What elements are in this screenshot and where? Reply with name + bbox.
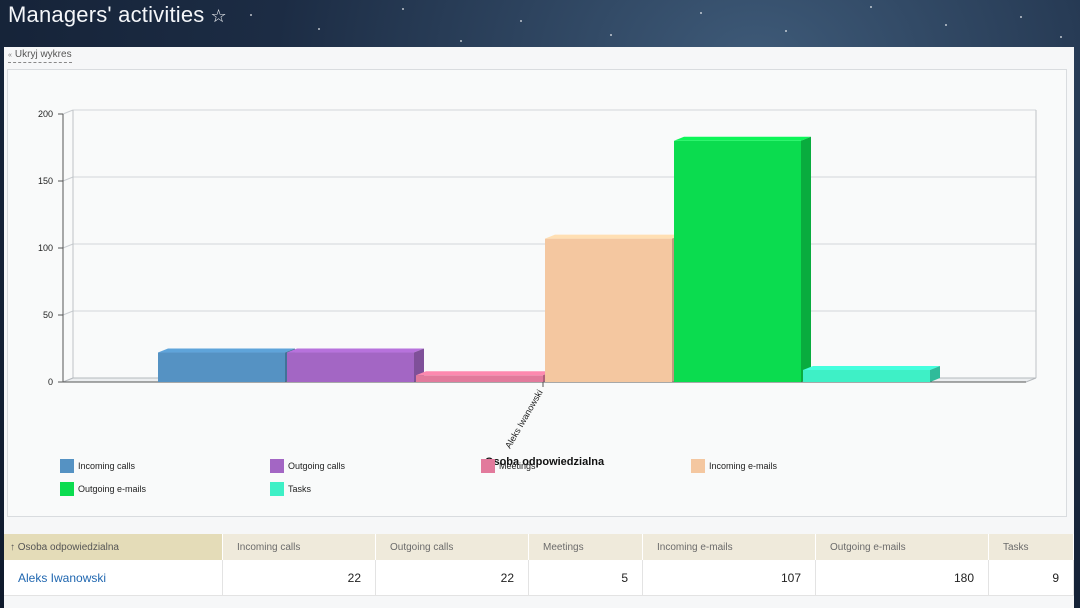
bar-front bbox=[287, 352, 414, 382]
legend-item[interactable]: Incoming e-mails bbox=[691, 459, 777, 473]
bar-top bbox=[416, 371, 553, 376]
cell-outgoing-emails: 180 bbox=[815, 560, 989, 596]
legend-item[interactable]: Incoming calls bbox=[60, 459, 135, 473]
grid-line-diag bbox=[62, 243, 74, 249]
page-title-text: Managers' activities bbox=[8, 2, 205, 27]
legend-item[interactable]: Tasks bbox=[270, 482, 311, 496]
bar-chart: 0 50 100 150 200 Aleks Iwanowski Osoba odpowie… bbox=[38, 109, 1037, 468]
bar-front bbox=[674, 140, 801, 382]
bar-front bbox=[416, 375, 543, 382]
legend-label: Incoming calls bbox=[78, 461, 136, 471]
column-header-tasks[interactable]: Tasks bbox=[988, 534, 1074, 560]
grid-line-diag bbox=[62, 310, 74, 316]
legend-swatch bbox=[60, 482, 74, 496]
bar-front bbox=[545, 238, 672, 382]
hide-chart-label: Ukryj wykres bbox=[14, 49, 72, 60]
cell-tasks: 9 bbox=[988, 560, 1074, 596]
cell-incoming-calls: 22 bbox=[222, 560, 376, 596]
grid-line-diag bbox=[62, 176, 74, 182]
star-outline-icon[interactable]: ☆ bbox=[210, 6, 227, 26]
bar-front bbox=[158, 352, 285, 382]
cell-outgoing-calls: 22 bbox=[375, 560, 529, 596]
y-tick-label: 100 bbox=[38, 243, 53, 253]
legend-swatch bbox=[270, 459, 284, 473]
legend-label: Tasks bbox=[288, 484, 312, 494]
column-header-person[interactable]: ↑ Osoba odpowiedzialna bbox=[4, 534, 223, 560]
legend-item[interactable]: Outgoing e-mails bbox=[60, 482, 146, 496]
bar-top bbox=[803, 365, 940, 370]
bar-top bbox=[545, 234, 682, 239]
cell-meetings: 5 bbox=[528, 560, 643, 596]
table-row: Aleks Iwanowski 22 22 5 107 180 9 bbox=[4, 560, 1074, 596]
person-link[interactable]: Aleks Iwanowski bbox=[4, 560, 223, 596]
column-header-incoming-emails[interactable]: Incoming e-mails bbox=[642, 534, 816, 560]
sort-asc-icon: ↑ bbox=[10, 541, 15, 553]
collapse-arrow-icon: « bbox=[8, 52, 12, 59]
page-title: Managers' activities ☆ bbox=[8, 2, 227, 28]
bar-front bbox=[803, 369, 930, 382]
y-tick-label: 150 bbox=[38, 176, 53, 186]
column-header-incoming-calls[interactable]: Incoming calls bbox=[222, 534, 376, 560]
legend-swatch bbox=[270, 482, 284, 496]
table-header-row: ↑ Osoba odpowiedzialna Incoming calls Ou… bbox=[4, 534, 1074, 560]
bar-top bbox=[674, 136, 811, 141]
grid-line-diag bbox=[62, 109, 74, 115]
legend-swatch bbox=[60, 459, 74, 473]
hide-chart-toggle[interactable]: «Ukryj wykres bbox=[8, 49, 72, 63]
content-panel: «Ukryj wykres 0 50 100 150 200 Aleks Iwanowsk… bbox=[4, 47, 1074, 608]
bar-side bbox=[801, 136, 811, 382]
column-header-meetings[interactable]: Meetings bbox=[528, 534, 643, 560]
x-axis-title: Osoba odpowiedzialna bbox=[485, 456, 605, 468]
y-tick-label: 200 bbox=[38, 109, 53, 119]
y-tick-label: 50 bbox=[43, 310, 53, 320]
column-header-outgoing-calls[interactable]: Outgoing calls bbox=[375, 534, 529, 560]
legend-label: Incoming e-mails bbox=[709, 461, 778, 471]
activities-table: ↑ Osoba odpowiedzialna Incoming calls Ou… bbox=[4, 534, 1074, 596]
legend-label: Outgoing e-mails bbox=[78, 484, 147, 494]
legend-item[interactable]: Meetings bbox=[481, 459, 536, 473]
chart-container: 0 50 100 150 200 Aleks Iwanowski Osoba odpowie… bbox=[7, 69, 1067, 517]
legend-label: Meetings bbox=[499, 461, 536, 471]
legend-swatch bbox=[481, 459, 495, 473]
y-tick-label: 0 bbox=[48, 377, 53, 387]
legend-item[interactable]: Outgoing calls bbox=[270, 459, 345, 473]
bar-top bbox=[158, 348, 295, 353]
x-tick-label: Aleks Iwanowski bbox=[503, 388, 545, 450]
cell-incoming-emails: 107 bbox=[642, 560, 816, 596]
legend-swatch bbox=[691, 459, 705, 473]
bar-side bbox=[930, 365, 940, 382]
bar-top bbox=[287, 348, 424, 353]
legend-label: Outgoing calls bbox=[288, 461, 346, 471]
column-header-outgoing-emails[interactable]: Outgoing e-mails bbox=[815, 534, 989, 560]
